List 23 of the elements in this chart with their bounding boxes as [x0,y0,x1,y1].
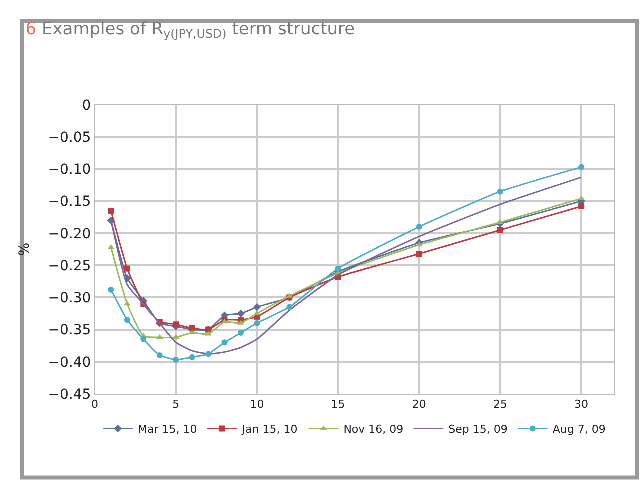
y-tick-label: −0.40 [48,354,92,371]
y-tick-label: −0.25 [48,258,92,274]
x-tick-label: 20 [412,398,426,412]
y-tick-label: −0.10 [48,162,92,178]
x-tick-label: 15 [331,398,346,412]
y-tick-label: −0.45 [48,386,92,403]
legend-label: Sep 15, 09 [448,423,508,436]
y-axis-title: % [16,242,33,256]
legend-label: Nov 16, 09 [344,423,404,436]
y-tick-label: −0.30 [48,290,92,307]
x-tick-label: 30 [574,398,589,412]
legend-label: Aug 7, 09 [552,423,606,436]
y-tick-label: −0.15 [48,194,92,210]
legend-label: Mar 15, 10 [138,423,198,436]
legend-label: Jan 15, 10 [241,423,298,436]
y-tick-label: −0.35 [48,322,92,339]
y-tick-label: −0.20 [48,226,92,242]
y-tick-label: 0 [82,98,92,114]
y-tick-label: −0.05 [48,130,92,146]
x-tick-label: 10 [250,398,264,412]
chart-title: 6 Examples of R$_{y(JPY,USD)}$ term structure [26,20,356,42]
x-tick-label: 25 [493,398,508,412]
x-tick-label: 5 [172,398,180,412]
